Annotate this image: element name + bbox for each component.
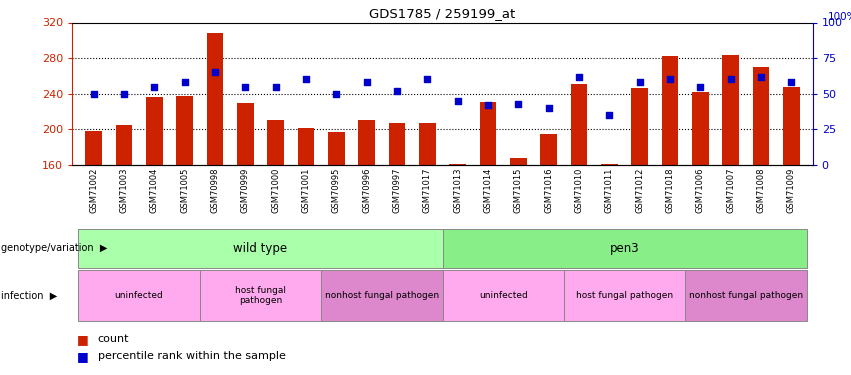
- Text: infection  ▶: infection ▶: [1, 290, 57, 300]
- Text: percentile rank within the sample: percentile rank within the sample: [98, 351, 286, 361]
- Point: [117, 91, 131, 97]
- Bar: [78, 229, 443, 268]
- Text: host fungal pathogen: host fungal pathogen: [576, 291, 673, 300]
- Bar: [631, 87, 648, 165]
- Point: [178, 80, 191, 86]
- Bar: [146, 98, 163, 165]
- Bar: [267, 120, 284, 165]
- Bar: [419, 123, 436, 165]
- Bar: [443, 270, 564, 321]
- Bar: [176, 96, 193, 165]
- Bar: [321, 270, 443, 321]
- Bar: [601, 164, 618, 165]
- Point: [542, 105, 556, 111]
- Text: nonhost fungal pathogen: nonhost fungal pathogen: [689, 291, 803, 300]
- Title: GDS1785 / 259199_at: GDS1785 / 259199_at: [369, 7, 516, 20]
- Text: uninfected: uninfected: [115, 291, 163, 300]
- Point: [663, 76, 677, 82]
- Text: count: count: [98, 334, 129, 344]
- Point: [208, 69, 222, 75]
- Text: host fungal
pathogen: host fungal pathogen: [235, 286, 286, 305]
- Bar: [564, 270, 685, 321]
- Bar: [328, 132, 345, 165]
- Point: [300, 76, 313, 82]
- Point: [269, 84, 283, 90]
- Point: [238, 84, 252, 90]
- Bar: [449, 164, 466, 165]
- Point: [360, 80, 374, 86]
- Text: pen3: pen3: [610, 242, 639, 255]
- Bar: [389, 123, 405, 165]
- Point: [481, 102, 494, 108]
- Point: [511, 101, 525, 107]
- Text: wild type: wild type: [233, 242, 288, 255]
- Point: [87, 91, 100, 97]
- Point: [633, 80, 647, 86]
- Text: 100%: 100%: [827, 12, 851, 22]
- Bar: [571, 84, 587, 165]
- Bar: [753, 67, 769, 165]
- Bar: [662, 56, 678, 165]
- Point: [147, 84, 161, 90]
- Bar: [85, 131, 102, 165]
- Point: [329, 91, 343, 97]
- Point: [572, 74, 585, 80]
- Point: [785, 80, 798, 86]
- Point: [694, 84, 707, 90]
- Point: [420, 76, 434, 82]
- Bar: [783, 87, 800, 165]
- Bar: [78, 270, 200, 321]
- Bar: [200, 270, 321, 321]
- Bar: [358, 120, 375, 165]
- Text: uninfected: uninfected: [479, 291, 528, 300]
- Text: ■: ■: [77, 350, 89, 363]
- Bar: [480, 102, 496, 165]
- Text: ■: ■: [77, 333, 89, 346]
- Text: genotype/variation  ▶: genotype/variation ▶: [1, 243, 107, 254]
- Point: [754, 74, 768, 80]
- Bar: [298, 128, 314, 165]
- Bar: [540, 134, 557, 165]
- Bar: [722, 56, 740, 165]
- Bar: [510, 158, 527, 165]
- Bar: [692, 92, 709, 165]
- Bar: [685, 270, 807, 321]
- Point: [724, 76, 738, 82]
- Bar: [443, 229, 807, 268]
- Text: nonhost fungal pathogen: nonhost fungal pathogen: [325, 291, 439, 300]
- Bar: [116, 125, 132, 165]
- Point: [391, 88, 404, 94]
- Bar: [237, 103, 254, 165]
- Bar: [207, 33, 223, 165]
- Point: [451, 98, 465, 104]
- Point: [603, 112, 616, 118]
